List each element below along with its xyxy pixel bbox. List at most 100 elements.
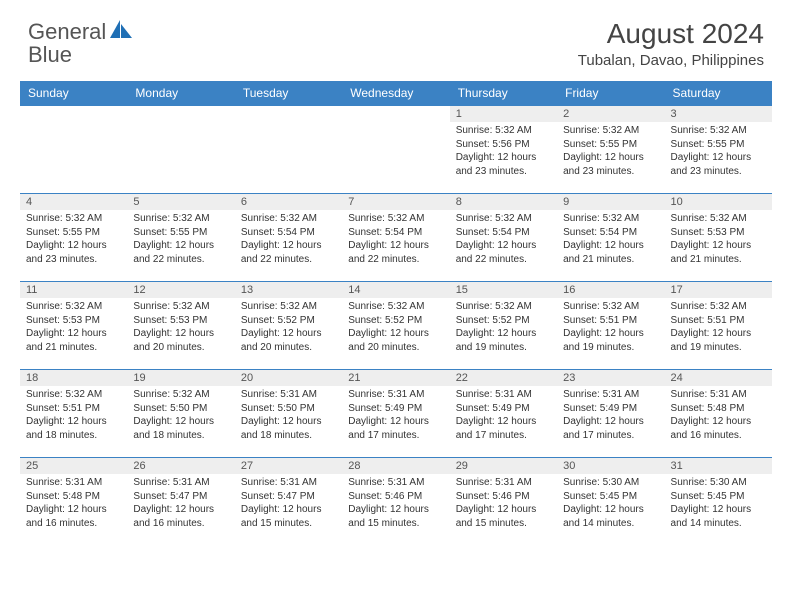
day-body: Sunrise: 5:31 AMSunset: 5:49 PMDaylight:… (342, 386, 449, 446)
day-number: 30 (557, 458, 664, 474)
day-number: 22 (450, 370, 557, 386)
sunset-line: Sunset: 5:49 PM (456, 403, 530, 414)
logo-sail-icon (108, 18, 134, 45)
day-body: Sunrise: 5:32 AM Sunset: 5:50 PM Daylight:… (127, 386, 234, 446)
sunrise-line: Sunrise: 5:32 AM (348, 301, 424, 312)
day-body: Sunrise: 5:32 AMSunset: 5:51 PMDaylight:… (557, 298, 664, 358)
day-body: Sunrise: 5:32 AMSunset: 5:55 PMDaylight:… (557, 122, 664, 182)
daylight-line: Daylight: 12 hours and 19 minutes. (456, 328, 537, 353)
calendar-row: 25Sunrise: 5:31 AMSunset: 5:48 PMDayligh… (20, 458, 772, 546)
daylight-line: Daylight: 12 hours and 19 minutes. (671, 328, 752, 353)
daylight-line: Daylight: 12 hours and 15 minutes. (348, 504, 429, 529)
sunrise-line: Sunrise: 5:32 AM (563, 213, 639, 224)
sunrise-line: Sunrise: 5:32 AM (671, 301, 747, 312)
day-body: Sunrise: 5:31 AMSunset: 5:49 PMDaylight:… (450, 386, 557, 446)
calendar-day-cell: 30Sunrise: 5:30 AMSunset: 5:45 PMDayligh… (557, 458, 664, 546)
title-block: August 2024 Tubalan, Davao, Philippines (578, 18, 764, 69)
sunset-line: Sunset: 5:47 PM (133, 491, 207, 502)
page-title: August 2024 (578, 18, 764, 50)
calendar-day-cell: 19Sunrise: 5:32 AMSunset: 5:50 PMDayligh… (127, 370, 234, 458)
calendar-empty-cell (20, 106, 127, 194)
sunset-line: Sunset: 5:46 PM (456, 491, 530, 502)
calendar-body: 1Sunrise: 5:32 AMSunset: 5:56 PMDaylight… (20, 106, 772, 546)
calendar-day-cell: 23Sunrise: 5:31 AMSunset: 5:49 PMDayligh… (557, 370, 664, 458)
calendar-row: 1Sunrise: 5:32 AMSunset: 5:56 PMDaylight… (20, 106, 772, 194)
daylight-line: Daylight: 12 hours and 17 minutes. (456, 416, 537, 441)
sunset-line: Sunset: 5:53 PM (133, 315, 207, 326)
calendar-day-cell: 18Sunrise: 5:32 AMSunset: 5:51 PMDayligh… (20, 370, 127, 458)
day-number: 25 (20, 458, 127, 474)
sunset-line: Sunset: 5:48 PM (671, 403, 745, 414)
header: General August 2024 Tubalan, Davao, Phil… (0, 0, 792, 73)
calendar-row: 18Sunrise: 5:32 AMSunset: 5:51 PMDayligh… (20, 370, 772, 458)
daylight-line: Daylight: 12 hours and 15 minutes. (456, 504, 537, 529)
sunset-line: Sunset: 5:50 PM (133, 403, 207, 414)
weekday-header: Sunday (20, 81, 127, 106)
day-body: Sunrise: 5:31 AMSunset: 5:47 PMDaylight:… (235, 474, 342, 534)
sunrise-line: Sunrise: 5:32 AM (671, 213, 747, 224)
sunset-line: Sunset: 5:51 PM (671, 315, 745, 326)
day-body: Sunrise: 5:32 AMSunset: 5:55 PMDaylight:… (127, 210, 234, 270)
daylight-line: Daylight: 12 hours and 18 minutes. (133, 416, 214, 441)
day-number: 13 (235, 282, 342, 298)
calendar-day-cell: 5Sunrise: 5:32 AMSunset: 5:55 PMDaylight… (127, 194, 234, 282)
sunrise-line: Sunrise: 5:31 AM (671, 389, 747, 400)
daylight-line: Daylight: 12 hours and 22 minutes. (133, 240, 214, 265)
day-number: 24 (665, 370, 772, 386)
day-number: 20 (235, 370, 342, 386)
sunrise-line: Sunrise: 5:31 AM (348, 477, 424, 488)
day-number: 1 (450, 106, 557, 122)
daylight-line: Daylight: 12 hours and 23 minutes. (671, 152, 752, 177)
sunset-line: Sunset: 5:51 PM (26, 403, 100, 414)
day-body: Sunrise: 5:32 AMSunset: 5:53 PMDaylight:… (20, 298, 127, 358)
daylight-line: Daylight: 12 hours and 22 minutes. (348, 240, 429, 265)
day-number: 4 (20, 194, 127, 210)
sunrise-line: Sunrise: 5:32 AM (348, 213, 424, 224)
sunset-line: Sunset: 5:54 PM (456, 227, 530, 238)
day-number: 3 (665, 106, 772, 122)
calendar-row: 11Sunrise: 5:32 AMSunset: 5:53 PMDayligh… (20, 282, 772, 370)
calendar-day-cell: 1Sunrise: 5:32 AMSunset: 5:56 PMDaylight… (450, 106, 557, 194)
calendar-empty-cell (342, 106, 449, 194)
day-number: 8 (450, 194, 557, 210)
sunrise-line: Sunrise: 5:31 AM (563, 389, 639, 400)
day-body: Sunrise: 5:32 AMSunset: 5:52 PMDaylight:… (342, 298, 449, 358)
sunset-line: Sunset: 5:51 PM (563, 315, 637, 326)
calendar-day-cell: 28Sunrise: 5:31 AMSunset: 5:46 PMDayligh… (342, 458, 449, 546)
sunrise-line: Sunrise: 5:32 AM (241, 301, 317, 312)
sunset-line: Sunset: 5:54 PM (348, 227, 422, 238)
sunset-line: Sunset: 5:46 PM (348, 491, 422, 502)
daylight-line: Daylight: 12 hours and 23 minutes. (456, 152, 537, 177)
sunset-line: Sunset: 5:53 PM (671, 227, 745, 238)
sunrise-line: Sunrise: 5:32 AM (133, 301, 209, 312)
calendar-day-cell: 8Sunrise: 5:32 AMSunset: 5:54 PMDaylight… (450, 194, 557, 282)
sunrise-line: Sunrise: 5:32 AM (133, 389, 209, 400)
calendar-table: SundayMondayTuesdayWednesdayThursdayFrid… (20, 81, 772, 546)
daylight-line: Daylight: 12 hours and 16 minutes. (133, 504, 214, 529)
day-number: 12 (127, 282, 234, 298)
sunset-line: Sunset: 5:52 PM (241, 315, 315, 326)
sunset-line: Sunset: 5:55 PM (563, 139, 637, 150)
page-subtitle: Tubalan, Davao, Philippines (578, 52, 764, 69)
day-number: 27 (235, 458, 342, 474)
sunrise-line: Sunrise: 5:31 AM (133, 477, 209, 488)
calendar-day-cell: 7Sunrise: 5:32 AMSunset: 5:54 PMDaylight… (342, 194, 449, 282)
sunrise-line: Sunrise: 5:32 AM (563, 125, 639, 136)
calendar-day-cell: 27Sunrise: 5:31 AMSunset: 5:47 PMDayligh… (235, 458, 342, 546)
calendar-day-cell: 11Sunrise: 5:32 AMSunset: 5:53 PMDayligh… (20, 282, 127, 370)
day-body: Sunrise: 5:31 AM Sunset: 5:47 PM Daylight:… (127, 474, 234, 534)
day-body: Sunrise: 5:32 AMSunset: 5:52 PMDaylight:… (235, 298, 342, 358)
daylight-line: Daylight: 12 hours and 17 minutes. (348, 416, 429, 441)
calendar-empty-cell (127, 106, 234, 194)
calendar-day-cell: 2Sunrise: 5:32 AMSunset: 5:55 PMDaylight… (557, 106, 664, 194)
day-number: 29 (450, 458, 557, 474)
day-number: 9 (557, 194, 664, 210)
daylight-line: Daylight: 12 hours and 15 minutes. (241, 504, 322, 529)
day-body: Sunrise: 5:32 AMSunset: 5:53 PMDaylight:… (665, 210, 772, 270)
sunrise-line: Sunrise: 5:32 AM (26, 389, 102, 400)
sunset-line: Sunset: 5:54 PM (241, 227, 315, 238)
day-number: 5 (127, 194, 234, 210)
daylight-line: Daylight: 12 hours and 22 minutes. (241, 240, 322, 265)
sunset-line: Sunset: 5:47 PM (241, 491, 315, 502)
day-number: 10 (665, 194, 772, 210)
